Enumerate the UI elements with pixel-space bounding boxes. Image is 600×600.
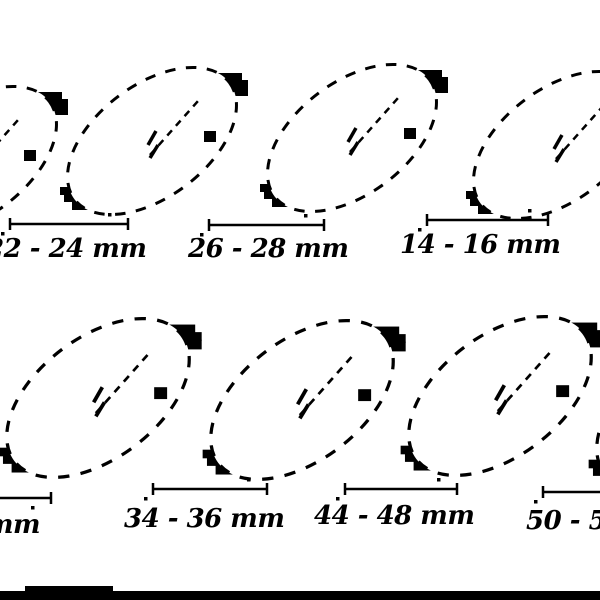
watch-figure [39,36,265,246]
watch-figure [0,284,220,512]
watch-figure [180,286,424,514]
size-ruler [418,209,550,232]
watch-figure [239,33,465,243]
size-label: 26 - 28 mm [188,234,349,264]
size-ruler [144,478,269,501]
watch-figure [378,282,600,510]
size-label: 14 - 16 mm [400,230,561,260]
size-label: 22 - 24 mm [0,234,147,264]
size-label: mm [0,510,41,540]
size-ruler [0,492,53,510]
size-label: 50 - 54 mm [526,506,600,536]
size-ruler [534,486,600,504]
watch-figure [445,40,600,250]
size-ruler [1,213,130,236]
size-ruler [200,214,326,237]
bottom-bar [0,591,600,600]
size-label: 34 - 36 mm [124,504,285,534]
size-ruler [336,478,459,501]
size-label: 44 - 48 mm [314,501,475,531]
bottom-bar-step [25,586,113,592]
